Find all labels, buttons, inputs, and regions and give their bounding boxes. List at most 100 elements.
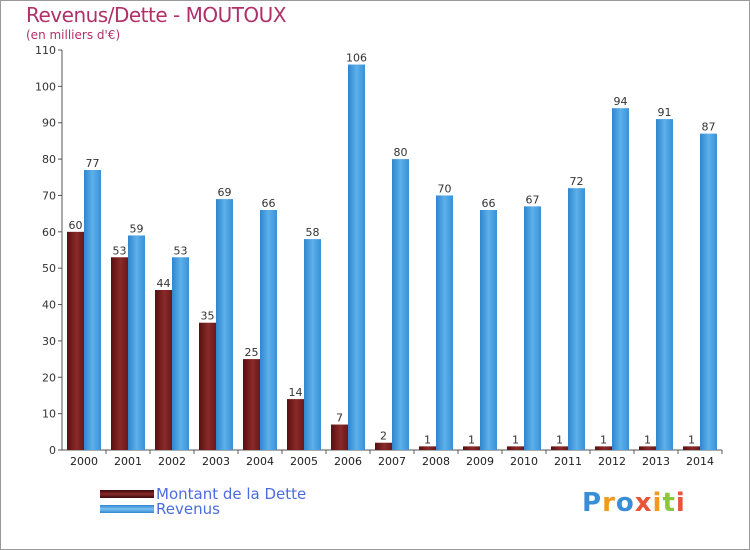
data-label: 66: [482, 197, 496, 210]
x-tick-label: 2003: [202, 455, 230, 468]
bar-dette: [683, 446, 700, 450]
bar-revenus: [216, 199, 233, 450]
x-tick-label: 2011: [554, 455, 582, 468]
bar-revenus: [480, 210, 497, 450]
y-tick-label: 110: [35, 44, 56, 57]
data-label: 35: [201, 310, 215, 323]
data-label: 59: [130, 222, 144, 235]
x-tick-label: 2008: [422, 455, 450, 468]
bar-dette: [331, 424, 348, 450]
chart-subtitle: (en milliers d'€): [26, 28, 121, 42]
y-tick-label: 20: [42, 371, 56, 384]
bar-revenus: [568, 188, 585, 450]
legend-item-revenus: Revenus: [100, 500, 220, 518]
legend-swatch-debt: [100, 490, 154, 498]
logo-letter: P: [582, 488, 603, 518]
bar-dette: [595, 446, 612, 450]
bar-revenus: [612, 108, 629, 450]
data-label: 77: [86, 157, 100, 170]
logo-letter: o: [615, 488, 635, 518]
bar-revenus: [436, 195, 453, 450]
x-tick-label: 2009: [466, 455, 494, 468]
logo-letter: x: [634, 488, 653, 518]
y-tick-label: 0: [49, 444, 56, 457]
x-tick-label: 2012: [598, 455, 626, 468]
bar-dette: [639, 446, 656, 450]
bar-revenus: [524, 206, 541, 450]
y-tick-label: 40: [42, 299, 56, 312]
legend-label-debt: Montant de la Dette: [156, 485, 307, 503]
bar-revenus: [128, 235, 145, 450]
bar-dette: [463, 446, 480, 450]
data-label: 67: [526, 193, 540, 206]
x-tick-label: 2013: [642, 455, 670, 468]
data-label: 80: [394, 146, 408, 159]
data-label: 1: [512, 433, 519, 446]
data-label: 44: [157, 277, 171, 290]
bar-dette: [111, 257, 128, 450]
bar-revenus: [656, 119, 673, 450]
data-label: 106: [346, 52, 367, 65]
x-tick-label: 2014: [686, 455, 714, 468]
y-tick-label: 30: [42, 335, 56, 348]
data-label: 60: [69, 219, 83, 232]
data-label: 1: [644, 433, 651, 446]
x-tick-label: 2000: [70, 455, 98, 468]
bar-revenus: [700, 133, 717, 451]
proxiti-logo: Proxiti: [582, 488, 686, 518]
data-label: 91: [658, 106, 672, 119]
x-tick-label: 2010: [510, 455, 538, 468]
data-label: 58: [306, 226, 320, 239]
data-label: 53: [113, 244, 127, 257]
data-label: 1: [468, 433, 475, 446]
logo-letter: i: [652, 488, 663, 518]
y-tick-label: 100: [35, 80, 56, 93]
legend-swatch-revenus: [100, 505, 154, 513]
legend-label-revenus: Revenus: [156, 500, 220, 518]
data-label: 69: [218, 186, 232, 199]
x-tick-label: 2002: [158, 455, 186, 468]
bar-revenus: [392, 159, 409, 450]
x-tick-label: 2006: [334, 455, 362, 468]
bar-dette: [199, 322, 216, 450]
x-tick-label: 2001: [114, 455, 142, 468]
logo-letter: i: [675, 488, 686, 518]
bar-dette: [375, 442, 392, 450]
y-tick-label: 70: [42, 189, 56, 202]
data-label: 14: [289, 386, 303, 399]
y-tick-label: 80: [42, 153, 56, 166]
bar-revenus: [84, 170, 101, 450]
y-tick-label: 50: [42, 262, 56, 275]
data-label: 1: [556, 433, 563, 446]
data-label: 1: [600, 433, 607, 446]
data-label: 1: [424, 433, 431, 446]
data-label: 7: [336, 412, 343, 425]
data-label: 94: [614, 95, 628, 108]
bar-dette: [507, 446, 524, 450]
data-label: 87: [702, 121, 716, 134]
data-label: 53: [174, 244, 188, 257]
bar-dette: [155, 290, 172, 450]
data-label: 2: [380, 430, 387, 443]
bar-revenus: [304, 239, 321, 450]
bar-dette: [419, 446, 436, 450]
bar-dette: [287, 399, 304, 450]
chart-title: Revenus/Dette - MOUTOUX: [26, 3, 287, 27]
y-tick-label: 90: [42, 117, 56, 130]
logo-letter: r: [602, 488, 616, 518]
bar-revenus: [260, 210, 277, 450]
bar-revenus: [348, 64, 365, 450]
legend-item-debt: Montant de la Dette: [100, 485, 307, 503]
data-label: 72: [570, 175, 584, 188]
bar-dette: [243, 359, 260, 450]
x-tick-label: 2005: [290, 455, 318, 468]
bar-revenus: [172, 257, 189, 450]
x-tick-label: 2004: [246, 455, 274, 468]
data-label: 70: [438, 182, 452, 195]
data-label: 25: [245, 346, 259, 359]
logo-letter: t: [662, 488, 676, 518]
data-label: 1: [688, 433, 695, 446]
x-tick-label: 2007: [378, 455, 406, 468]
bar-dette: [551, 446, 568, 450]
